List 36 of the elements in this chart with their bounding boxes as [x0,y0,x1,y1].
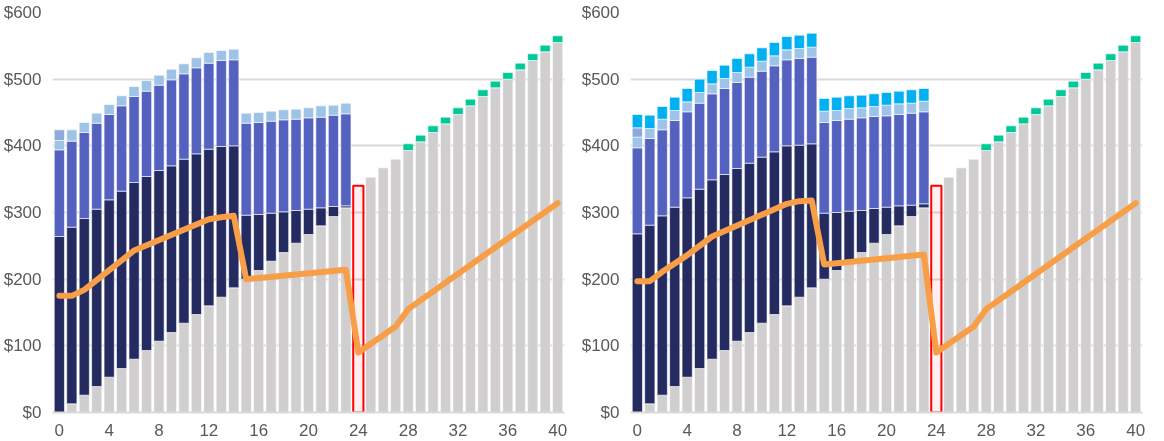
x-tick-label: 36 [1076,420,1096,440]
x-tick-label: 12 [199,420,219,440]
x-tick-label: 8 [154,420,164,440]
y-tick-label: $500 [3,69,42,89]
x-tick-label: 4 [104,420,114,440]
x-tick-label: 8 [732,420,742,440]
x-tick-label: 0 [632,420,643,440]
y-tick-label: $600 [3,3,42,22]
y-tick-label: $100 [581,336,620,356]
y-tick-label: $0 [22,403,42,422]
x-tick-label: 40 [1126,420,1146,440]
y-tick-label: $500 [581,69,620,89]
x-tick-label: 12 [777,420,797,440]
x-tick-label: 28 [398,420,418,440]
y-tick-label: $200 [3,269,42,289]
x-tick-label: 36 [498,420,518,440]
y-tick-label: $0 [600,403,620,422]
x-tick-label: 24 [926,420,946,440]
x-tick-label: 40 [548,420,568,440]
x-tick-label: 16 [249,420,269,440]
x-tick-label: 28 [976,420,996,440]
y-tick-label: $300 [581,203,620,222]
y-tick-label: $600 [581,3,620,22]
y-tick-label: $100 [3,336,42,356]
y-tick-label: $300 [3,203,42,222]
y-tick-label: $400 [581,136,620,156]
x-tick-label: 20 [877,420,896,440]
x-tick-label: 32 [1026,420,1046,440]
x-tick-label: 4 [682,420,692,440]
x-tick-label: 16 [827,420,847,440]
x-tick-label: 0 [54,420,65,440]
x-tick-label: 32 [448,420,468,440]
y-tick-label: $400 [3,136,42,156]
y-tick-label: $200 [581,269,620,289]
x-tick-label: 20 [299,420,318,440]
x-tick-label: 24 [348,420,368,440]
